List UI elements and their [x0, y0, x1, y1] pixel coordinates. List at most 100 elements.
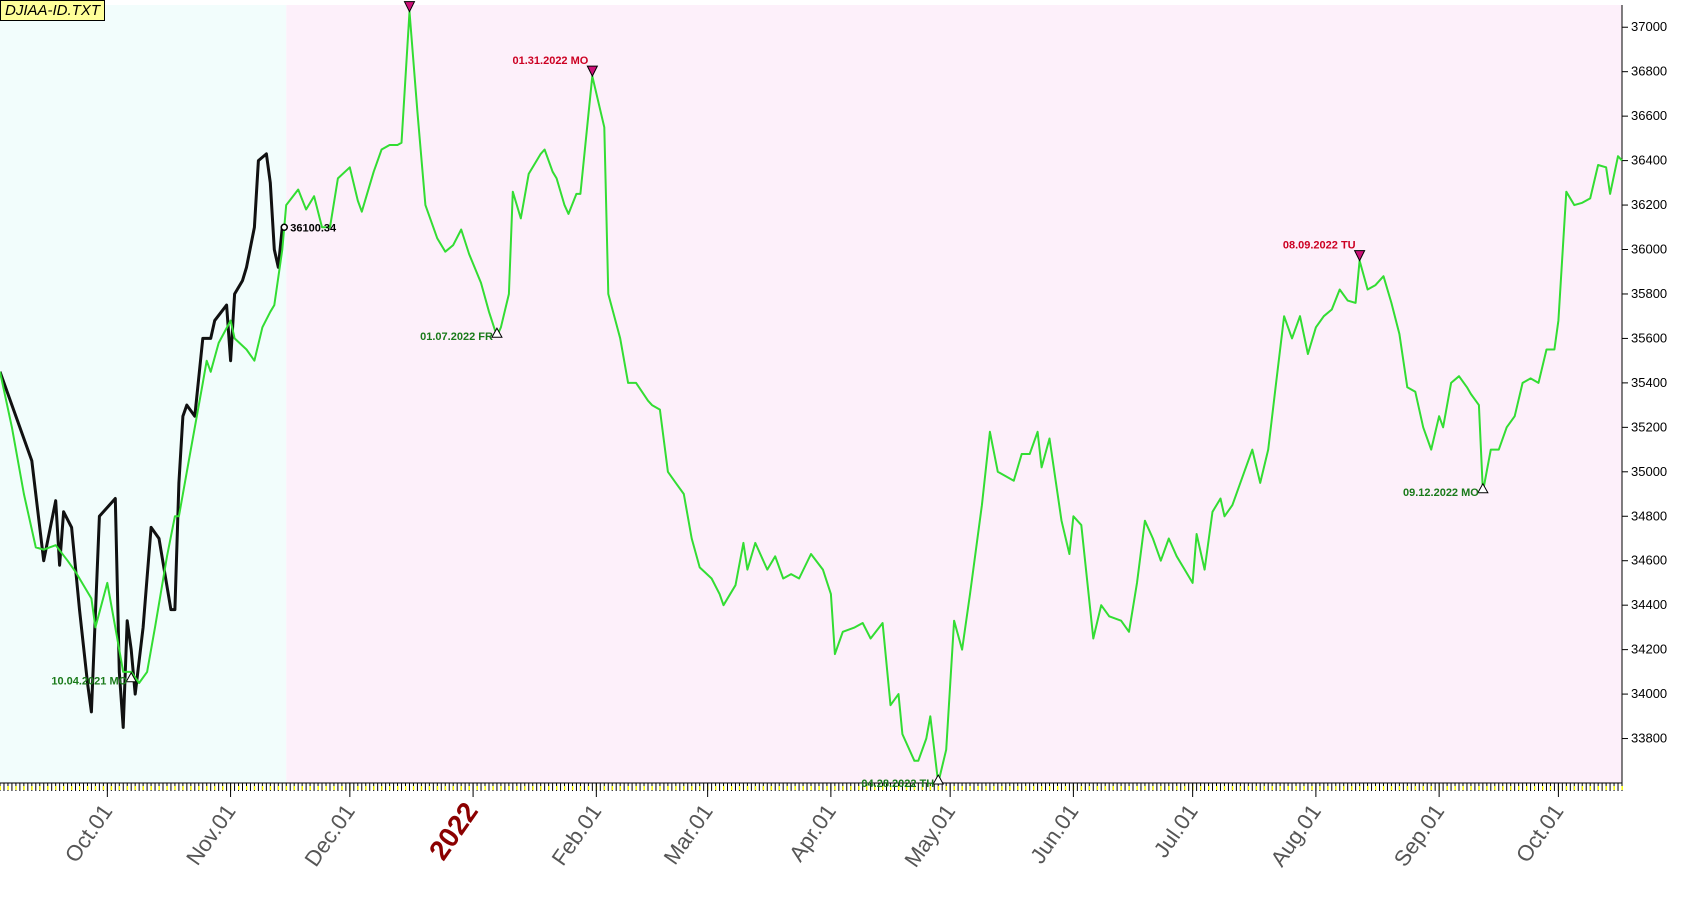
x-minor-tick-accent	[1327, 786, 1329, 790]
x-minor-tick-accent	[7, 786, 9, 790]
y-tick-label: 34600	[1631, 553, 1667, 568]
x-minor-tick-accent	[890, 786, 892, 790]
low-marker	[125, 671, 138, 683]
x-minor-tick-accent	[1271, 786, 1274, 790]
x-minor-tick-accent	[492, 786, 494, 790]
x-minor-tick-accent	[190, 786, 192, 790]
x-minor-tick-accent	[874, 786, 876, 790]
x-minor-tick-accent	[365, 786, 367, 790]
x-minor-tick-accent	[810, 786, 812, 790]
x-minor-tick-accent	[556, 786, 558, 790]
x-minor-tick-accent	[1486, 786, 1488, 790]
x-minor-tick-accent	[1112, 786, 1115, 790]
x-minor-tick-accent	[23, 786, 25, 790]
x-minor-tick-accent	[834, 786, 836, 790]
x-minor-tick-accent	[1160, 786, 1162, 790]
x-minor-tick-accent	[858, 786, 860, 790]
x-minor-tick-accent	[818, 786, 820, 790]
x-minor-tick-accent	[357, 786, 359, 790]
x-minor-tick-accent	[317, 786, 319, 790]
x-minor-tick-accent	[802, 786, 804, 790]
x-minor-tick-accent	[1128, 786, 1130, 790]
x-minor-tick-accent	[1422, 786, 1425, 790]
x-minor-tick-accent	[691, 786, 693, 790]
x-minor-tick-accent	[1375, 786, 1377, 790]
x-minor-tick-accent	[913, 786, 916, 790]
x-minor-tick-accent	[55, 786, 57, 790]
x-minor-tick-accent	[1231, 786, 1234, 790]
x-minor-tick-accent	[1223, 786, 1226, 790]
x-minor-tick-accent	[405, 786, 407, 790]
x-minor-tick-accent	[1454, 786, 1456, 790]
y-tick-label: 36800	[1631, 64, 1667, 79]
x-minor-tick-accent	[548, 786, 550, 790]
x-minor-tick-accent	[71, 786, 73, 790]
x-minor-tick-accent	[643, 786, 645, 790]
x-minor-tick-accent	[1541, 786, 1544, 790]
x-tick-label: May.01	[899, 800, 960, 872]
x-minor-tick-accent	[166, 786, 168, 790]
x-minor-tick-accent	[564, 786, 566, 790]
x-minor-tick-accent	[158, 786, 160, 790]
x-minor-tick-accent	[1573, 786, 1576, 790]
x-minor-tick-accent	[452, 786, 455, 790]
x-minor-tick-accent	[866, 786, 868, 790]
y-tick-label: 36600	[1631, 108, 1667, 123]
x-minor-tick-accent	[333, 786, 335, 790]
x-minor-tick-accent	[937, 786, 940, 790]
x-minor-tick-accent	[508, 786, 510, 790]
x-minor-tick-accent	[1406, 786, 1409, 790]
y-tick-label: 35600	[1631, 330, 1667, 345]
y-tick-label: 33800	[1631, 731, 1667, 746]
last-value-marker	[280, 223, 289, 232]
x-minor-tick-accent	[1144, 786, 1146, 790]
x-minor-tick-accent	[1208, 786, 1210, 790]
x-minor-tick-accent	[63, 786, 65, 790]
x-minor-tick-accent	[1080, 786, 1083, 790]
high-marker	[403, 1, 416, 13]
x-minor-tick-accent	[1017, 786, 1019, 790]
x-minor-tick-accent	[953, 786, 956, 790]
x-minor-tick-accent	[198, 786, 200, 790]
x-minor-tick-accent	[730, 786, 733, 790]
x-minor-tick-accent	[635, 786, 637, 790]
x-minor-tick-accent	[261, 786, 264, 790]
background-region	[0, 5, 287, 783]
x-minor-tick-accent	[921, 786, 924, 790]
x-minor-tick-accent	[1565, 786, 1568, 790]
x-minor-tick-accent	[0, 786, 1, 790]
y-tick-label: 34000	[1631, 686, 1667, 701]
x-minor-tick-accent	[1096, 786, 1099, 790]
y-tick-label: 36400	[1631, 153, 1667, 168]
series-line-overlay	[0, 10, 1623, 784]
x-minor-tick-accent	[412, 786, 415, 790]
x-minor-tick-accent	[222, 786, 224, 790]
x-minor-tick-accent	[31, 786, 33, 790]
x-minor-tick-accent	[738, 786, 741, 790]
x-minor-tick-accent	[524, 786, 526, 790]
x-minor-tick-accent	[444, 786, 447, 790]
y-tick-label: 34400	[1631, 597, 1667, 612]
x-tick-label: 2022	[423, 797, 484, 866]
x-tick-label: Oct.01	[1511, 800, 1569, 867]
x-minor-tick-accent	[1510, 786, 1512, 790]
x-minor-tick-accent	[436, 786, 439, 790]
background-region	[286, 5, 1622, 783]
high-marker	[1353, 250, 1366, 262]
x-minor-tick-accent	[675, 786, 677, 790]
x-minor-tick-accent	[15, 786, 17, 790]
x-minor-tick-accent	[794, 786, 796, 790]
x-minor-tick-accent	[1136, 786, 1138, 790]
x-minor-tick-accent	[1025, 786, 1027, 790]
y-tick-label: 34800	[1631, 508, 1667, 523]
x-minor-tick-accent	[786, 786, 789, 790]
x-minor-tick-accent	[420, 786, 423, 790]
x-minor-tick-accent	[1343, 786, 1345, 790]
x-minor-tick-accent	[214, 786, 216, 790]
x-tick-label: Feb.01	[547, 800, 607, 870]
x-minor-tick-accent	[245, 786, 248, 790]
x-minor-tick-accent	[1430, 786, 1433, 790]
x-minor-tick-accent	[961, 786, 963, 790]
x-minor-tick-accent	[126, 786, 129, 790]
